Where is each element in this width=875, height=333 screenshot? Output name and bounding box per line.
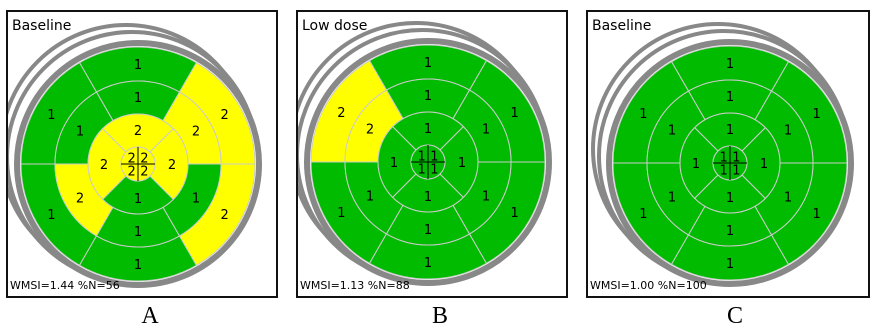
panel-letter-c: C xyxy=(726,303,743,329)
mid-score-6: 2 xyxy=(192,125,200,140)
mid-score-3: 1 xyxy=(668,191,676,206)
basal-score-5: 2 xyxy=(220,208,228,223)
basal-score-2: 1 xyxy=(47,108,55,123)
apical-score-1: 1 xyxy=(424,122,432,137)
apex-score-4: 2 xyxy=(140,164,148,179)
basal-score-1: 1 xyxy=(424,56,432,71)
apex-score-2: 1 xyxy=(417,150,425,165)
mid-score-3: 1 xyxy=(366,190,374,205)
panel-stats-a: WMSI=1.44 %N=56 xyxy=(10,279,120,292)
basal-score-6: 1 xyxy=(510,106,518,121)
panel-letter-a: A xyxy=(141,303,159,329)
apical-score-2: 1 xyxy=(692,157,700,172)
mid-score-6: 1 xyxy=(482,123,490,138)
apical-score-1: 2 xyxy=(134,124,142,139)
mid-score-4: 1 xyxy=(726,224,734,239)
basal-score-6: 2 xyxy=(220,108,228,123)
apical-score-3: 1 xyxy=(134,192,142,207)
mid-score-1: 1 xyxy=(726,90,734,105)
apex-score-3: 2 xyxy=(127,164,135,179)
apex-score-2: 1 xyxy=(719,151,727,166)
apex-score-4: 1 xyxy=(732,163,740,178)
basal-score-2: 2 xyxy=(337,106,345,121)
apex-score-1: 2 xyxy=(140,152,148,167)
mid-score-2: 2 xyxy=(366,123,374,138)
basal-score-6: 1 xyxy=(812,107,820,122)
basal-score-2: 1 xyxy=(639,107,647,122)
apex-score-3: 1 xyxy=(417,162,425,177)
basal-score-4: 1 xyxy=(424,256,432,271)
apical-score-2: 2 xyxy=(100,158,108,173)
apex-score-4: 1 xyxy=(430,162,438,177)
panel-title-c: Baseline xyxy=(592,18,652,34)
panel-title-a: Baseline xyxy=(12,18,72,34)
basal-score-1: 1 xyxy=(726,57,734,72)
basal-score-5: 1 xyxy=(812,207,820,222)
basal-score-5: 1 xyxy=(510,206,518,221)
apex-score-2: 2 xyxy=(127,152,135,167)
mid-score-2: 1 xyxy=(76,125,84,140)
mid-score-4: 1 xyxy=(424,223,432,238)
basal-score-4: 1 xyxy=(134,258,142,273)
apical-score-4: 1 xyxy=(760,157,768,172)
basal-score-3: 1 xyxy=(639,207,647,222)
mid-score-6: 1 xyxy=(784,124,792,139)
apex-score-3: 1 xyxy=(719,163,727,178)
mid-score-1: 1 xyxy=(424,89,432,104)
mid-score-3: 2 xyxy=(76,192,84,207)
apical-score-3: 1 xyxy=(726,191,734,206)
apical-score-4: 1 xyxy=(458,156,466,171)
basal-score-4: 1 xyxy=(726,257,734,272)
mid-score-5: 1 xyxy=(784,191,792,206)
panel-stats-c: WMSI=1.00 %N=100 xyxy=(590,279,707,292)
apical-score-3: 1 xyxy=(424,190,432,205)
mid-score-5: 1 xyxy=(192,192,200,207)
panel-stats-b: WMSI=1.13 %N=88 xyxy=(300,279,410,292)
apex-score-1: 1 xyxy=(430,150,438,165)
mid-score-1: 1 xyxy=(134,91,142,106)
panel-title-b: Low dose xyxy=(302,18,368,34)
basal-score-1: 1 xyxy=(134,58,142,73)
mid-score-5: 1 xyxy=(482,190,490,205)
apical-score-4: 2 xyxy=(168,158,176,173)
mid-score-4: 1 xyxy=(134,225,142,240)
apical-score-2: 1 xyxy=(390,156,398,171)
apical-score-1: 1 xyxy=(726,123,734,138)
basal-score-3: 1 xyxy=(47,208,55,223)
apex-score-1: 1 xyxy=(732,151,740,166)
mid-score-2: 1 xyxy=(668,124,676,139)
panel-letter-b: B xyxy=(431,303,448,329)
basal-score-3: 1 xyxy=(337,206,345,221)
